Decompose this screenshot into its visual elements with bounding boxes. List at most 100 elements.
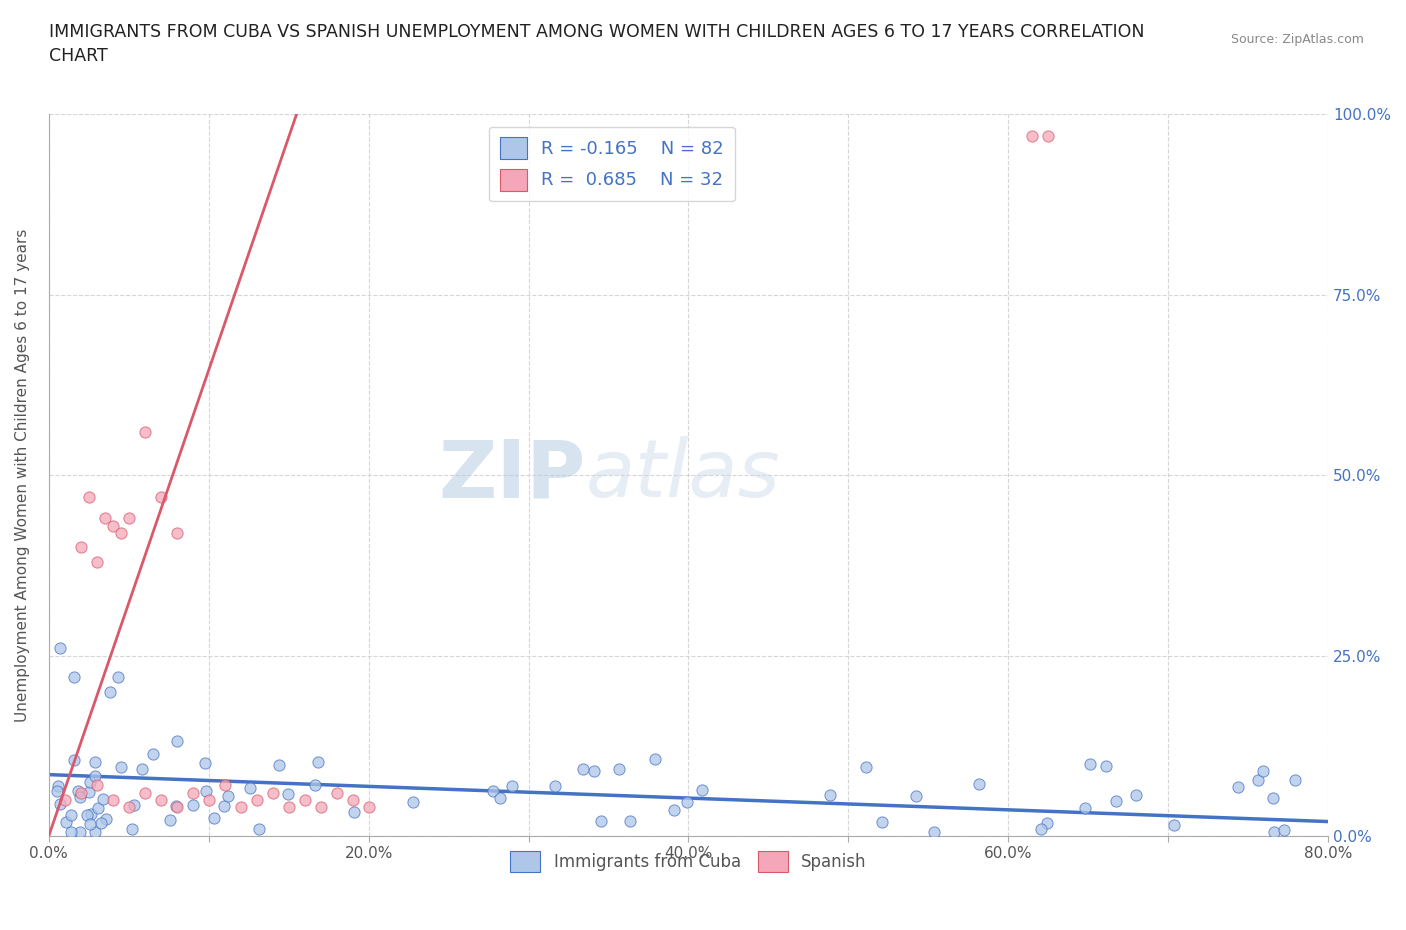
Point — [904, 789, 927, 804]
Point — [342, 792, 364, 807]
Point — [1163, 817, 1185, 832]
Point — [262, 785, 284, 800]
Point — [149, 792, 172, 807]
Point — [1284, 773, 1306, 788]
Point — [1263, 825, 1285, 840]
Point — [357, 800, 380, 815]
Point — [1021, 128, 1043, 143]
Point — [644, 751, 666, 766]
Point — [267, 757, 290, 772]
Point — [309, 800, 332, 815]
Point — [1125, 788, 1147, 803]
Point — [118, 511, 141, 525]
Point — [69, 825, 91, 840]
Point — [325, 785, 347, 800]
Point — [101, 792, 124, 807]
Point — [79, 784, 101, 799]
Point — [93, 511, 115, 525]
Point — [69, 785, 91, 800]
Point — [1095, 759, 1118, 774]
Point — [818, 788, 841, 803]
Point — [166, 734, 188, 749]
Point — [591, 814, 613, 829]
Point — [582, 764, 605, 778]
Point — [142, 747, 165, 762]
Point — [79, 817, 101, 831]
Point — [49, 641, 72, 656]
Point — [183, 798, 205, 813]
Point — [277, 800, 299, 815]
Point — [49, 796, 72, 811]
Text: atlas: atlas — [586, 436, 780, 514]
Point — [159, 813, 181, 828]
Point — [60, 825, 83, 840]
Point — [1074, 800, 1097, 815]
Text: IMMIGRANTS FROM CUBA VS SPANISH UNEMPLOYMENT AMONG WOMEN WITH CHILDREN AGES 6 TO: IMMIGRANTS FROM CUBA VS SPANISH UNEMPLOY… — [49, 23, 1144, 65]
Point — [46, 783, 69, 798]
Point — [247, 822, 270, 837]
Point — [307, 755, 329, 770]
Point — [165, 798, 187, 813]
Point — [1038, 128, 1060, 143]
Point — [134, 424, 156, 439]
Point — [80, 807, 103, 822]
Point — [607, 762, 630, 777]
Point — [149, 489, 172, 504]
Point — [46, 779, 69, 794]
Point — [1078, 756, 1101, 771]
Point — [1263, 790, 1285, 805]
Point — [1272, 822, 1295, 837]
Point — [662, 803, 685, 817]
Point — [855, 760, 877, 775]
Point — [1036, 815, 1059, 830]
Point — [214, 798, 236, 813]
Point — [79, 775, 101, 790]
Point — [482, 783, 505, 798]
Point — [55, 814, 77, 829]
Point — [1247, 773, 1270, 788]
Point — [870, 815, 893, 830]
Point — [86, 778, 108, 793]
Point — [87, 801, 110, 816]
Point — [62, 752, 84, 767]
Text: ZIP: ZIP — [439, 436, 586, 514]
Point — [90, 816, 112, 830]
Point — [134, 785, 156, 800]
Point — [86, 554, 108, 569]
Point — [194, 783, 217, 798]
Point — [197, 792, 219, 807]
Point — [94, 812, 117, 827]
Point — [166, 525, 188, 540]
Point — [118, 800, 141, 815]
Point — [343, 804, 366, 819]
Point — [501, 778, 523, 793]
Point — [110, 760, 132, 775]
Point — [63, 670, 86, 684]
Point — [246, 792, 269, 807]
Point — [181, 785, 204, 800]
Point — [131, 762, 153, 777]
Point — [69, 790, 91, 804]
Point — [84, 825, 107, 840]
Point — [121, 821, 143, 836]
Point — [53, 792, 76, 807]
Point — [122, 797, 145, 812]
Point — [277, 787, 299, 802]
Point — [194, 755, 217, 770]
Point — [304, 777, 326, 792]
Point — [1105, 794, 1128, 809]
Point — [217, 789, 239, 804]
Point — [91, 791, 114, 806]
Point — [402, 795, 425, 810]
Point — [66, 784, 89, 799]
Point — [675, 794, 697, 809]
Point — [619, 813, 641, 828]
Text: Source: ZipAtlas.com: Source: ZipAtlas.com — [1230, 33, 1364, 46]
Point — [239, 781, 262, 796]
Point — [110, 525, 132, 540]
Point — [101, 518, 124, 533]
Y-axis label: Unemployment Among Women with Children Ages 6 to 17 years: Unemployment Among Women with Children A… — [15, 229, 30, 722]
Point — [69, 539, 91, 554]
Point — [294, 792, 316, 807]
Point — [229, 800, 252, 815]
